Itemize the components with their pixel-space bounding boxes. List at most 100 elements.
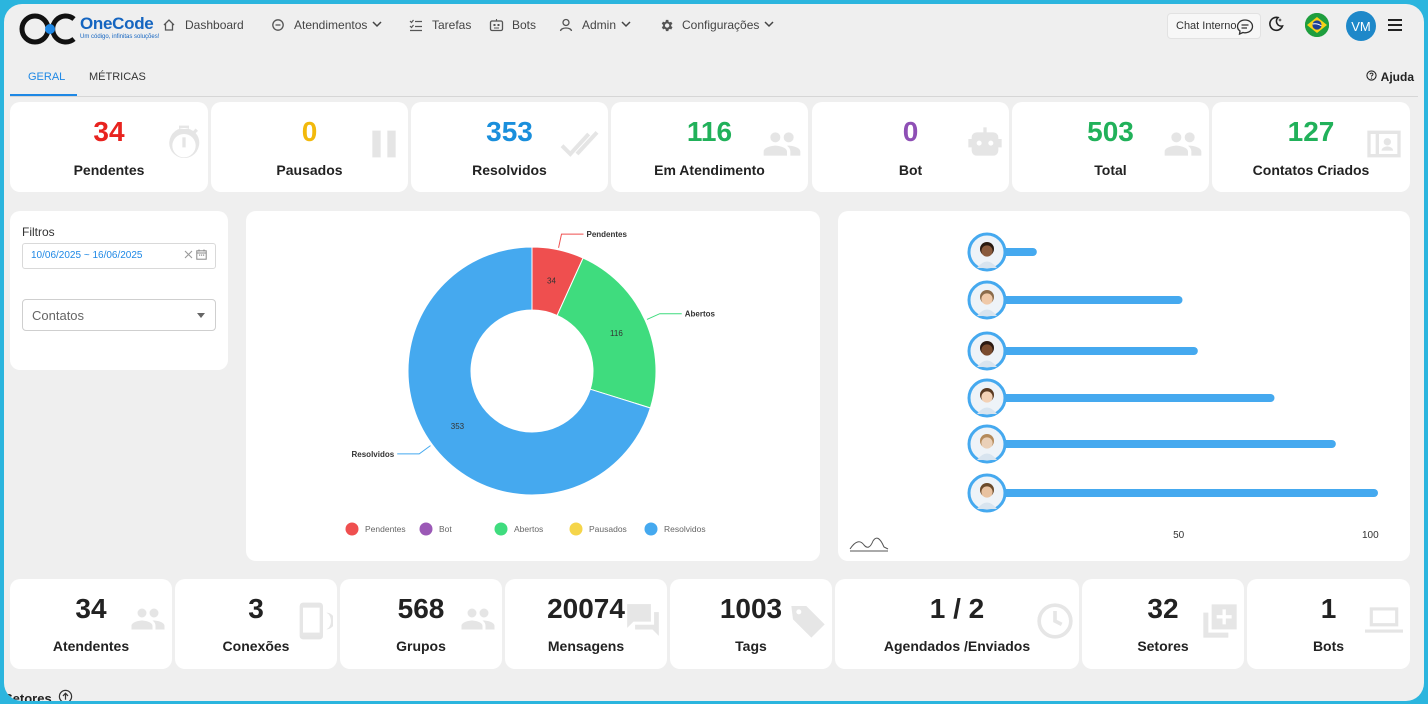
onecode-logo[interactable]: OneCode Um código, infinitas soluções! — [18, 8, 159, 46]
stat-value: 1003 — [719, 593, 783, 624]
attendant-avatar-6[interactable] — [967, 473, 1007, 513]
tab-geral[interactable]: GERAL — [28, 71, 66, 83]
stat-label: Mensagens — [547, 638, 625, 654]
legend-item-abertos[interactable]: Abertos — [494, 522, 544, 536]
app-frame: OneCode Um código, infinitas soluções! D… — [4, 4, 1424, 701]
logo-mark-icon — [19, 13, 76, 45]
nav-atendimentos[interactable]: Atendimentos — [270, 17, 382, 33]
dark-mode-toggle-icon[interactable] — [1268, 16, 1284, 37]
nav-configuracoes[interactable]: Configurações — [658, 17, 774, 33]
tab-bar: GERAL MÉTRICAS Ajuda — [10, 62, 1418, 97]
robot-icon — [965, 124, 1005, 169]
stat-value: 1 — [1320, 593, 1337, 624]
legend-label: Bot — [439, 524, 452, 534]
stat-card-contatos-criados[interactable]: 127 Contatos Criados — [1212, 102, 1410, 192]
legend-item-resolvidos[interactable]: Resolvidos — [644, 522, 706, 536]
stat-card-grupos[interactable]: 568 Grupos — [340, 579, 502, 669]
legend-label: Pendentes — [365, 524, 406, 534]
help-icon — [1366, 70, 1377, 84]
stat-card-agendados-enviados[interactable]: 1 / 2 Agendados /Enviados — [835, 579, 1079, 669]
donut-value-label: 353 — [451, 422, 465, 431]
nav-configuracoes-label: Configurações — [682, 18, 760, 32]
stat-card-mensagens[interactable]: 20074 Mensagens — [505, 579, 667, 669]
legend-item-pausados[interactable]: Pausados — [569, 522, 627, 536]
stat-card-bots[interactable]: 1 Bots — [1247, 579, 1410, 669]
stat-card-setores[interactable]: 32 Setores — [1082, 579, 1244, 669]
user-avatar[interactable]: VM — [1346, 11, 1376, 41]
stat-card-pausados[interactable]: 0 Pausados — [211, 102, 408, 192]
legend-label: Abertos — [514, 524, 543, 534]
stat-label: Atendentes — [52, 638, 130, 654]
stat-value: 503 — [1087, 116, 1134, 147]
tab-metricas[interactable]: MÉTRICAS — [89, 71, 146, 83]
attendant-avatar-4[interactable] — [967, 378, 1007, 418]
stat-value: 32 — [1147, 593, 1179, 624]
stat-card-total[interactable]: 503 Total — [1012, 102, 1209, 192]
callout-line — [646, 313, 682, 320]
chevron-down-icon — [621, 20, 631, 30]
legend-swatch — [345, 522, 359, 536]
stat-label: Tags — [735, 638, 767, 654]
brazil-flag-icon[interactable] — [1305, 13, 1329, 37]
sectors-heading-label: Setores — [4, 690, 52, 702]
attendant-avatar-3[interactable] — [967, 331, 1007, 371]
attendant-avatar-5[interactable] — [967, 424, 1007, 464]
contacts-select[interactable]: Contatos — [22, 299, 216, 331]
nav-tarefas[interactable]: Tarefas — [408, 17, 471, 33]
people-icon — [458, 601, 498, 642]
x-tick-label: 50 — [1173, 530, 1185, 541]
callout-label: Resolvidos — [352, 450, 395, 459]
attendant-avatar-1[interactable] — [967, 232, 1007, 272]
chart-type-toggle-icon[interactable] — [849, 537, 889, 552]
nav-admin[interactable]: Admin — [558, 17, 631, 33]
stat-label: Setores — [1137, 638, 1189, 654]
nav-atendimentos-label: Atendimentos — [294, 18, 368, 32]
nav-dashboard[interactable]: Dashboard — [161, 17, 244, 33]
legend-item-bot[interactable]: Bot — [419, 522, 453, 536]
brand-name: OneCode — [80, 14, 154, 33]
bar-4[interactable] — [987, 394, 1275, 402]
date-range-value: 10/06/2025 ~ 16/06/2025 — [31, 250, 143, 261]
timer-icon — [164, 124, 204, 169]
bar-2[interactable] — [987, 296, 1183, 304]
stat-card-atendentes[interactable]: 34 Atendentes — [10, 579, 172, 669]
people-icon — [1161, 124, 1205, 169]
chat-icon — [270, 17, 286, 33]
chat-interno-label: Chat Interno — [1176, 20, 1237, 32]
bar-5[interactable] — [987, 440, 1336, 448]
contacts-select-placeholder: Contatos — [32, 308, 85, 323]
callout-label: Abertos — [685, 310, 716, 319]
chat-interno-button[interactable]: Chat Interno — [1167, 13, 1261, 39]
legend-label: Resolvidos — [664, 524, 706, 534]
menu-hamburger-icon[interactable] — [1387, 18, 1403, 37]
attendant-bar-chart-card: 50 100 — [838, 211, 1410, 561]
home-icon — [161, 17, 177, 33]
help-link[interactable]: Ajuda — [1366, 70, 1414, 84]
stat-label: Resolvidos — [472, 162, 547, 178]
stat-card-em-atendimento[interactable]: 116 Em Atendimento — [611, 102, 808, 192]
stat-card-pendentes[interactable]: 34 Pendentes — [10, 102, 208, 192]
donut-slice-abertos[interactable] — [556, 257, 657, 409]
active-tab-indicator — [10, 94, 77, 96]
stat-card-resolvidos[interactable]: 353 Resolvidos — [411, 102, 608, 192]
legend-item-pendentes[interactable]: Pendentes — [345, 522, 406, 536]
stat-label: Pendentes — [73, 162, 145, 178]
clock-icon — [1035, 601, 1075, 646]
stat-label: Pausados — [276, 162, 343, 178]
stat-card-conexoes[interactable]: 3 Conexões — [175, 579, 337, 669]
clear-icon[interactable] — [184, 250, 193, 262]
sectors-heading[interactable]: Setores — [4, 689, 73, 701]
stat-card-tags[interactable]: 1003 Tags — [670, 579, 832, 669]
arrow-up-circle-icon[interactable] — [58, 689, 73, 701]
nav-bots[interactable]: Bots — [488, 17, 536, 33]
stat-card-bot[interactable]: 0 Bot — [812, 102, 1009, 192]
donut-slice-resolvidos[interactable] — [407, 246, 651, 496]
calendar-icon[interactable] — [196, 249, 207, 263]
bar-6[interactable] — [987, 489, 1378, 497]
attendant-avatar-2[interactable] — [967, 280, 1007, 320]
legend-swatch — [644, 522, 658, 536]
date-range-picker[interactable]: 10/06/2025 ~ 16/06/2025 — [22, 243, 216, 269]
bar-3[interactable] — [987, 347, 1198, 355]
add-box-icon — [1200, 601, 1240, 646]
stat-label: Bot — [898, 162, 923, 178]
